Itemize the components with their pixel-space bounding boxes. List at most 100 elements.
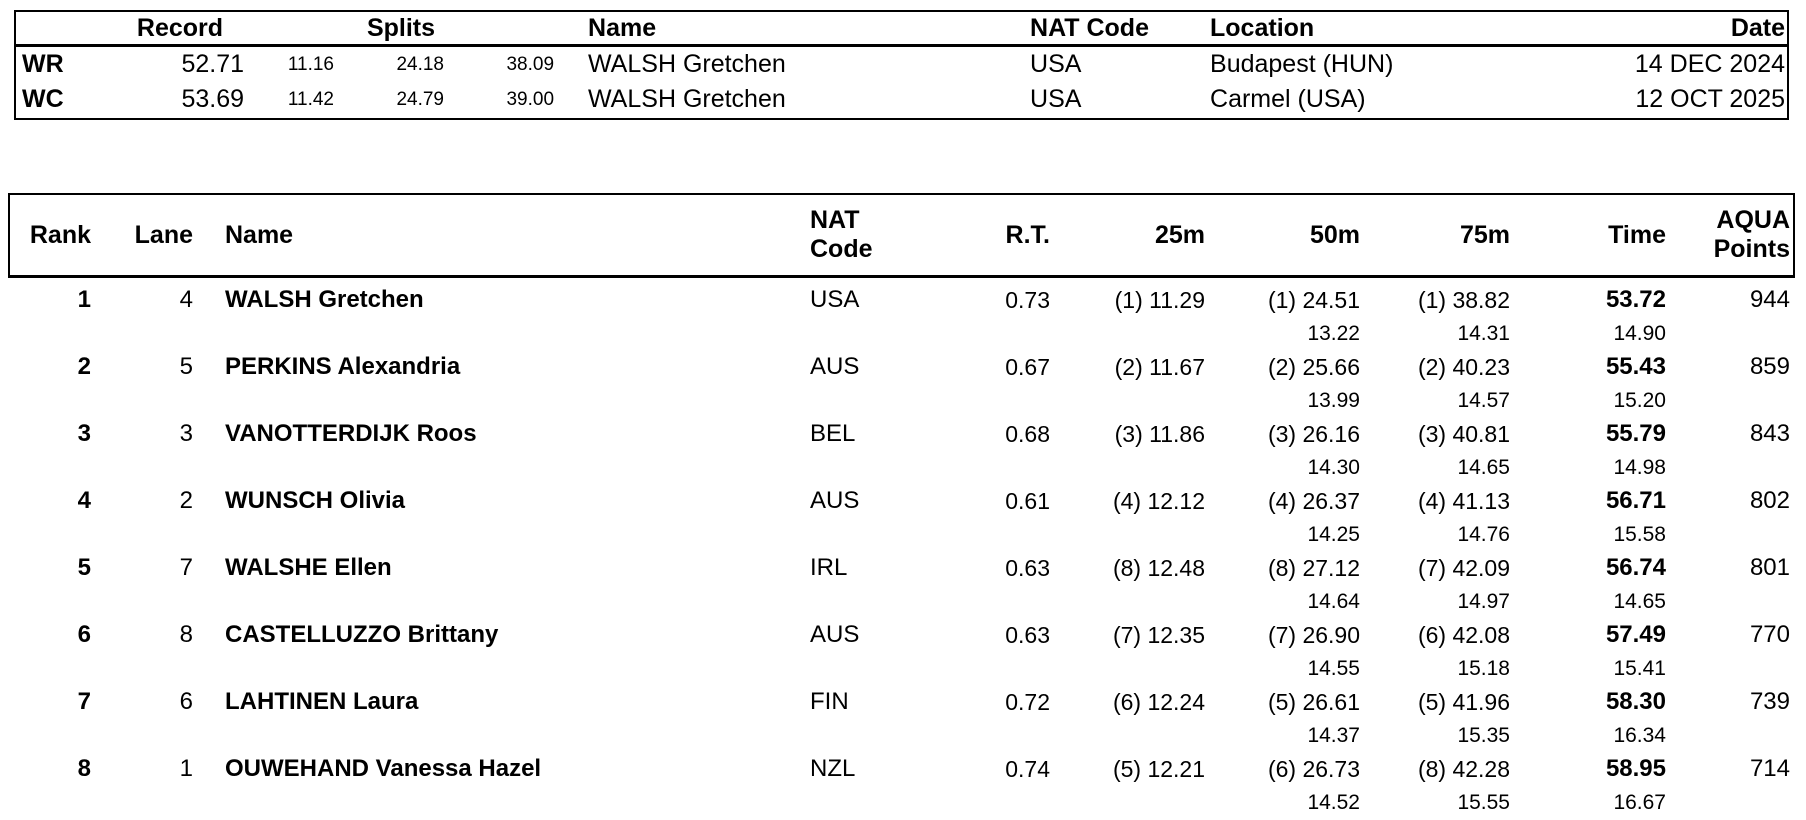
split-75m-cell: (1) 38.82	[1417, 286, 1510, 313]
final-time-cell: 57.49	[1605, 621, 1666, 648]
swimmer-name-cell: VANOTTERDIJK Roos	[225, 420, 477, 447]
record-split-25m: 11.42	[287, 88, 334, 110]
swimmer-name-cell: WUNSCH Olivia	[225, 487, 406, 514]
records-header-record: Record	[114, 12, 246, 47]
result-row-main: 8 1 OUWEHAND Vanessa Hazel NZL 0.74 (5) …	[10, 750, 1793, 788]
split-75m-cell: (4) 41.13	[1417, 487, 1510, 514]
aqua-points-cell: 770	[1749, 621, 1790, 648]
swimmer-name-cell: WALSH Gretchen	[225, 286, 424, 313]
lap-50m-cell: 14.25	[1307, 522, 1360, 546]
final-time-cell: 55.43	[1605, 353, 1666, 380]
lap-50m-cell: 14.55	[1307, 656, 1360, 680]
result-row-subsplits: 14.37 15.35 16.34	[10, 721, 1793, 750]
record-code: WR	[22, 50, 64, 78]
nat-code-cell: AUS	[810, 353, 860, 380]
split-75m-cell: (5) 41.96	[1417, 688, 1510, 715]
split-25m-cell: (5) 12.21	[1112, 755, 1205, 782]
result-row-main: 2 5 PERKINS Alexandria AUS 0.67 (2) 11.6…	[10, 348, 1793, 386]
nat-code-cell: IRL	[810, 554, 848, 581]
nat-code-cell: USA	[810, 286, 860, 313]
results-header-name: Name	[225, 220, 294, 249]
lane-cell: 4	[179, 286, 193, 313]
lap-50m-cell: 13.99	[1307, 388, 1360, 412]
lap-50m-cell: 14.52	[1307, 790, 1360, 814]
final-time-cell: 55.79	[1605, 420, 1666, 447]
nat-code-cell: AUS	[810, 621, 860, 648]
reaction-time-cell: 0.67	[1005, 353, 1050, 380]
split-75m-cell: (6) 42.08	[1417, 621, 1510, 648]
split-50m-cell: (7) 26.90	[1267, 621, 1360, 648]
split-50m-cell: (6) 26.73	[1267, 755, 1360, 782]
split-50m-cell: (8) 27.12	[1267, 554, 1360, 581]
record-split-50m: 24.79	[396, 88, 444, 110]
split-50m-cell: (3) 26.16	[1267, 420, 1360, 447]
aqua-points-cell: 714	[1749, 755, 1790, 782]
lap-75m-cell: 15.35	[1457, 723, 1510, 747]
reaction-time-cell: 0.63	[1005, 621, 1050, 648]
lane-cell: 1	[179, 755, 193, 782]
result-row-main: 3 3 VANOTTERDIJK Roos BEL 0.68 (3) 11.86…	[10, 415, 1793, 453]
records-table: Record Splits Name NAT Code Location Dat…	[14, 10, 1789, 120]
lap-75m-cell: 14.76	[1457, 522, 1510, 546]
lane-cell: 8	[179, 621, 193, 648]
result-row-main: 4 2 WUNSCH Olivia AUS 0.61 (4) 12.12 (4)…	[10, 482, 1793, 520]
result-row-subsplits: 14.30 14.65 14.98	[10, 453, 1793, 482]
record-holder-name: WALSH Gretchen	[588, 50, 786, 78]
lap-75m-cell: 14.57	[1457, 388, 1510, 412]
record-split-75m: 39.00	[506, 88, 555, 110]
records-header-splits: Splits	[246, 12, 557, 47]
reaction-time-cell: 0.63	[1005, 554, 1050, 581]
split-25m-cell: (7) 12.35	[1112, 621, 1205, 648]
result-row-main: 5 7 WALSHE Ellen IRL 0.63 (8) 12.48 (8) …	[10, 549, 1793, 587]
results-header-aqua-points: AQUA Points	[1675, 195, 1793, 275]
lap-100m-cell: 14.98	[1613, 455, 1666, 479]
lap-100m-cell: 15.20	[1613, 388, 1666, 412]
record-split-25m: 11.16	[287, 53, 334, 75]
records-table-grid: Record Splits Name NAT Code Location Dat…	[16, 12, 1788, 117]
aqua-header-line2: Points	[1713, 235, 1790, 263]
swimmer-name-cell: WALSHE Ellen	[225, 554, 392, 581]
split-50m-cell: (2) 25.66	[1267, 353, 1360, 380]
final-time-cell: 56.71	[1605, 487, 1666, 514]
split-50m-cell: (1) 24.51	[1267, 286, 1360, 313]
result-row-subsplits: 14.64 14.97 14.65	[10, 587, 1793, 616]
record-location: Budapest (HUN)	[1210, 50, 1394, 78]
aqua-points-cell: 859	[1749, 353, 1790, 380]
split-75m-cell: (8) 42.28	[1417, 755, 1510, 782]
lap-100m-cell: 15.58	[1613, 522, 1666, 546]
nat-code-cell: AUS	[810, 487, 860, 514]
aqua-points-cell: 801	[1749, 554, 1790, 581]
reaction-time-cell: 0.61	[1005, 487, 1050, 514]
swimmer-name-cell: LAHTINEN Laura	[225, 688, 419, 715]
rank-cell: 4	[77, 487, 91, 514]
lane-cell: 7	[179, 554, 193, 581]
record-time: 53.69	[181, 85, 244, 113]
lap-75m-cell: 14.31	[1457, 321, 1510, 345]
record-row-wc: WC 53.69 11.42 24.79 39.00 WALSH Gretche…	[16, 82, 1787, 117]
split-25m-cell: (2) 11.67	[1114, 353, 1205, 380]
record-time: 52.71	[181, 50, 244, 78]
aqua-points-cell: 802	[1749, 487, 1790, 514]
lap-50m-cell: 14.37	[1307, 723, 1360, 747]
record-code: WC	[22, 85, 64, 113]
reaction-time-cell: 0.74	[1005, 755, 1050, 782]
swimmer-name-cell: PERKINS Alexandria	[225, 353, 461, 380]
aqua-points-cell: 944	[1749, 286, 1790, 313]
final-time-cell: 58.95	[1605, 755, 1666, 782]
rank-cell: 3	[77, 420, 91, 447]
result-row-subsplits: 14.55 15.18 15.41	[10, 654, 1793, 683]
lap-100m-cell: 16.67	[1613, 790, 1666, 814]
record-nat-code: USA	[1030, 85, 1082, 113]
nat-code-cell: NZL	[810, 755, 856, 782]
results-header-nat-code: NAT Code	[795, 195, 975, 275]
rank-cell: 2	[77, 353, 91, 380]
result-row-subsplits: 13.22 14.31 14.90	[10, 319, 1793, 348]
record-date: 12 OCT 2025	[1635, 85, 1786, 113]
rank-cell: 8	[77, 755, 91, 782]
swimmer-name-cell: OUWEHAND Vanessa Hazel	[225, 755, 542, 782]
swimmer-name-cell: CASTELLUZZO Brittany	[225, 621, 499, 648]
lane-cell: 6	[179, 688, 193, 715]
record-holder-name: WALSH Gretchen	[588, 85, 786, 113]
records-header-blank	[16, 12, 114, 47]
